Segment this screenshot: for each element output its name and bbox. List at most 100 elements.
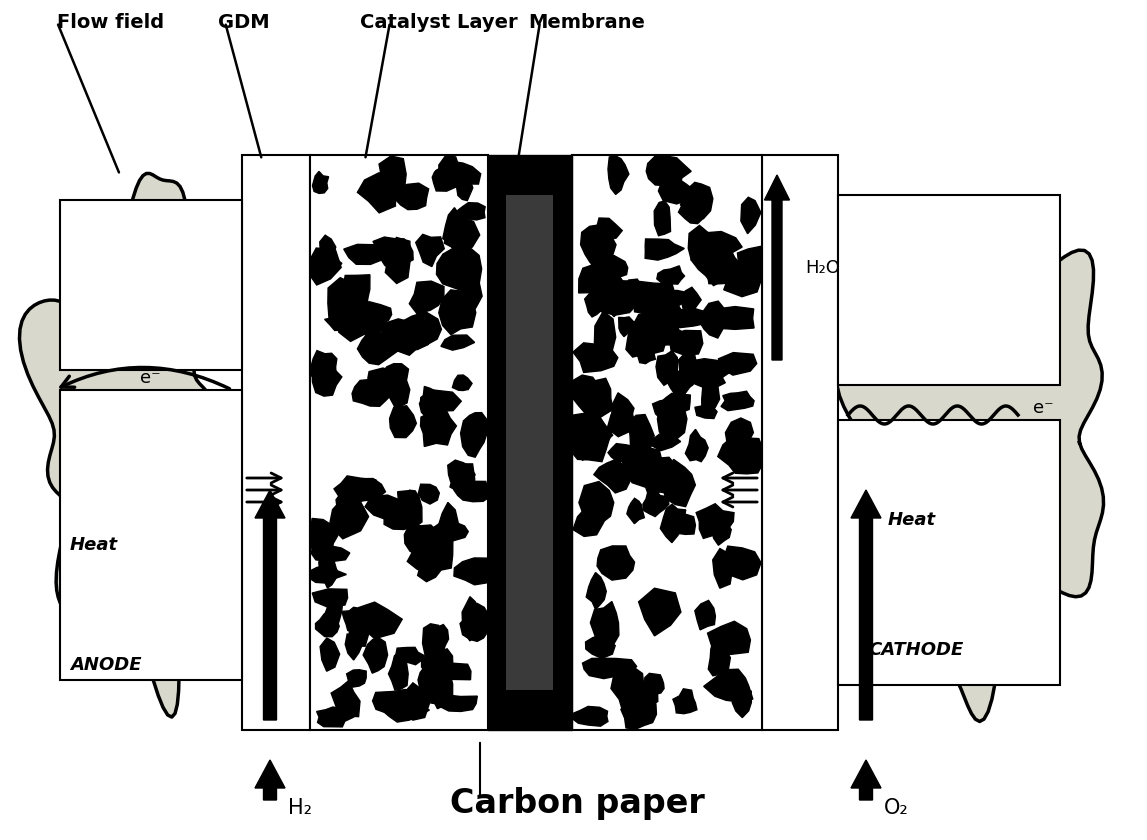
- Polygon shape: [346, 669, 366, 687]
- Polygon shape: [432, 164, 467, 192]
- Polygon shape: [345, 634, 362, 660]
- Polygon shape: [724, 265, 760, 297]
- Polygon shape: [439, 161, 481, 184]
- Polygon shape: [19, 173, 224, 717]
- Polygon shape: [643, 490, 669, 517]
- Text: Catalyst Layer: Catalyst Layer: [360, 13, 517, 31]
- Polygon shape: [312, 529, 333, 554]
- Polygon shape: [452, 375, 473, 391]
- Polygon shape: [657, 265, 685, 284]
- Polygon shape: [395, 648, 424, 664]
- Polygon shape: [651, 433, 680, 450]
- Text: O₂: O₂: [884, 798, 908, 818]
- Polygon shape: [342, 607, 362, 633]
- Text: Heat: Heat: [888, 511, 936, 529]
- Polygon shape: [389, 655, 408, 690]
- Polygon shape: [686, 359, 729, 388]
- Polygon shape: [661, 504, 686, 543]
- Polygon shape: [382, 699, 429, 722]
- Polygon shape: [668, 370, 694, 395]
- Polygon shape: [329, 497, 368, 538]
- Polygon shape: [672, 308, 712, 328]
- Polygon shape: [311, 545, 350, 562]
- Polygon shape: [399, 312, 442, 345]
- Polygon shape: [319, 555, 337, 588]
- Polygon shape: [409, 281, 444, 313]
- Bar: [310, 155, 487, 730]
- Polygon shape: [713, 632, 742, 652]
- Polygon shape: [690, 369, 725, 386]
- Polygon shape: [422, 624, 439, 670]
- Polygon shape: [836, 206, 1103, 722]
- Text: H₂: H₂: [288, 798, 312, 818]
- Polygon shape: [656, 351, 678, 386]
- Polygon shape: [407, 532, 453, 573]
- Polygon shape: [431, 663, 471, 680]
- Polygon shape: [633, 291, 666, 314]
- Bar: [507, 195, 553, 690]
- Polygon shape: [653, 400, 672, 419]
- Polygon shape: [439, 156, 461, 186]
- Polygon shape: [368, 368, 403, 387]
- Polygon shape: [673, 689, 697, 714]
- Polygon shape: [607, 407, 634, 437]
- Polygon shape: [352, 380, 392, 407]
- Polygon shape: [415, 234, 444, 266]
- Polygon shape: [643, 291, 689, 308]
- Polygon shape: [312, 589, 348, 607]
- Polygon shape: [622, 447, 663, 487]
- Polygon shape: [679, 187, 704, 223]
- Polygon shape: [444, 216, 479, 250]
- Polygon shape: [677, 514, 695, 534]
- Polygon shape: [366, 304, 383, 333]
- Polygon shape: [638, 341, 655, 364]
- Polygon shape: [437, 246, 482, 293]
- Bar: [762, 155, 838, 730]
- Polygon shape: [390, 319, 435, 355]
- Polygon shape: [574, 706, 608, 727]
- Polygon shape: [421, 667, 453, 709]
- Polygon shape: [596, 218, 622, 242]
- Text: Membrane: Membrane: [528, 13, 645, 31]
- Polygon shape: [311, 252, 342, 271]
- Polygon shape: [440, 335, 475, 350]
- Polygon shape: [633, 309, 665, 339]
- FancyArrow shape: [255, 490, 284, 720]
- Polygon shape: [626, 706, 646, 726]
- Polygon shape: [690, 247, 741, 286]
- Polygon shape: [335, 301, 385, 341]
- Text: e⁻: e⁻: [1033, 399, 1054, 417]
- FancyArrow shape: [851, 490, 881, 720]
- Polygon shape: [398, 491, 421, 529]
- Polygon shape: [365, 495, 409, 520]
- Polygon shape: [700, 232, 742, 262]
- Polygon shape: [679, 345, 697, 388]
- Polygon shape: [311, 350, 337, 381]
- Polygon shape: [586, 634, 615, 659]
- Polygon shape: [315, 614, 340, 637]
- Polygon shape: [420, 390, 461, 412]
- Polygon shape: [574, 420, 614, 462]
- Polygon shape: [404, 491, 422, 528]
- Polygon shape: [623, 281, 674, 304]
- Polygon shape: [712, 549, 733, 588]
- Polygon shape: [695, 406, 717, 418]
- Polygon shape: [580, 225, 616, 270]
- Polygon shape: [358, 173, 396, 213]
- Polygon shape: [579, 481, 614, 525]
- Polygon shape: [643, 457, 684, 494]
- Polygon shape: [669, 330, 703, 355]
- Polygon shape: [312, 359, 342, 396]
- FancyArrow shape: [765, 175, 789, 360]
- Polygon shape: [645, 239, 685, 260]
- Polygon shape: [320, 235, 336, 261]
- Polygon shape: [343, 275, 370, 309]
- FancyArrow shape: [851, 760, 881, 800]
- Bar: [838, 420, 1060, 685]
- Polygon shape: [654, 201, 671, 236]
- Polygon shape: [709, 640, 731, 676]
- Polygon shape: [658, 177, 695, 204]
- Polygon shape: [320, 638, 340, 671]
- FancyArrow shape: [255, 760, 284, 800]
- Bar: [838, 195, 1060, 385]
